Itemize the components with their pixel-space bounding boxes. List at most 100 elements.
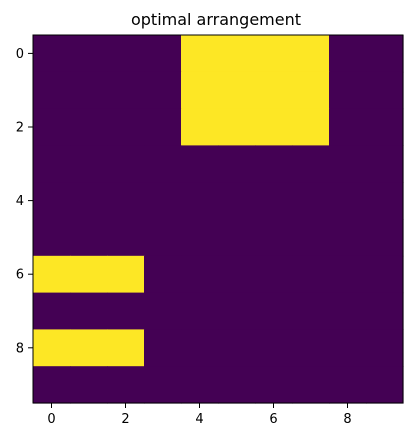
heatmap-cell — [292, 366, 330, 404]
heatmap-cell — [366, 182, 404, 220]
heatmap-cell — [255, 182, 293, 220]
heatmap-cell — [366, 108, 404, 146]
heatmap-cell — [218, 182, 256, 220]
heatmap-cell — [144, 145, 182, 183]
heatmap-cell — [329, 182, 367, 220]
axes: 0 2 4 6 8 0 2 4 6 8 — [16, 34, 404, 427]
heatmap-cell — [107, 145, 145, 183]
y-tick-label: 4 — [16, 194, 24, 209]
heatmap-cell — [70, 329, 108, 367]
heatmap-cell — [144, 35, 182, 73]
heatmap-cell — [107, 35, 145, 73]
heatmap-cell — [144, 255, 182, 294]
heatmap-cell — [255, 329, 293, 367]
heatmap-cell — [329, 35, 367, 73]
heatmap-cell — [255, 255, 293, 294]
heatmap-cell — [70, 255, 108, 294]
heatmap-cell — [70, 292, 108, 330]
heatmap-cell — [181, 292, 219, 330]
heatmap-cell — [255, 108, 293, 146]
heatmap-cell — [218, 255, 256, 294]
y-tick-label: 2 — [16, 121, 24, 136]
heatmap-cells — [33, 35, 404, 404]
heatmap-cell — [33, 219, 71, 257]
heatmap-cell — [218, 71, 256, 110]
heatmap-cell — [181, 145, 219, 183]
heatmap-cell — [181, 255, 219, 294]
heatmap-cell — [181, 182, 219, 220]
heatmap-cell — [218, 329, 256, 367]
heatmap-cell — [218, 292, 256, 330]
heatmap-cell — [329, 108, 367, 146]
heatmap-cell — [70, 219, 108, 257]
heatmap-cell — [366, 329, 404, 367]
heatmap-cell — [33, 35, 71, 73]
heatmap-cell — [107, 71, 145, 110]
y-tick-label: 8 — [16, 341, 24, 356]
heatmap-cell — [255, 366, 293, 404]
heatmap-cell — [33, 182, 71, 220]
heatmap-cell — [218, 219, 256, 257]
heatmap-cell — [107, 219, 145, 257]
heatmap-cell — [107, 108, 145, 146]
heatmap-cell — [366, 366, 404, 404]
heatmap-cell — [181, 71, 219, 110]
heatmap-cell — [292, 292, 330, 330]
heatmap-cell — [107, 182, 145, 220]
heatmap-cell — [144, 219, 182, 257]
heatmap-cell — [292, 145, 330, 183]
heatmap-cell — [292, 329, 330, 367]
heatmap-cell — [144, 182, 182, 220]
heatmap-cell — [292, 182, 330, 220]
heatmap-cell — [366, 71, 404, 110]
heatmap-cell — [107, 292, 145, 330]
y-tick-label: 6 — [16, 268, 24, 283]
heatmap-cell — [181, 35, 219, 73]
heatmap-cell — [292, 71, 330, 110]
heatmap-cell — [144, 108, 182, 146]
x-tick-label: 2 — [121, 412, 129, 427]
x-tick-label: 6 — [269, 412, 277, 427]
heatmap-cell — [144, 71, 182, 110]
x-tick-label: 0 — [47, 412, 55, 427]
heatmap-cell — [107, 366, 145, 404]
heatmap-cell — [33, 292, 71, 330]
heatmap-cell — [181, 329, 219, 367]
x-tick-label: 4 — [195, 412, 203, 427]
heatmap-cell — [292, 35, 330, 73]
heatmap-cell — [255, 145, 293, 183]
heatmap-cell — [33, 329, 71, 367]
y-tick-label: 0 — [16, 47, 24, 62]
heatmap-cell — [181, 366, 219, 404]
heatmap-cell — [329, 329, 367, 367]
heatmap-cell — [144, 329, 182, 367]
heatmap-cell — [181, 108, 219, 146]
heatmap-cell — [255, 35, 293, 73]
heatmap-cell — [329, 292, 367, 330]
heatmap-cell — [144, 292, 182, 330]
chart-title: optimal arrangement — [131, 10, 301, 29]
heatmap-cell — [218, 366, 256, 404]
heatmap-cell — [218, 145, 256, 183]
heatmap-cell — [70, 182, 108, 220]
heatmap-cell — [329, 145, 367, 183]
heatmap-cell — [218, 35, 256, 73]
heatmap-cell — [107, 255, 145, 294]
heatmap-cell — [329, 219, 367, 257]
heatmap-cell — [292, 219, 330, 257]
heatmap-cell — [255, 292, 293, 330]
heatmap-cell — [329, 255, 367, 294]
heatmap-cell — [107, 329, 145, 367]
heatmap-cell — [255, 219, 293, 257]
heatmap-cell — [33, 366, 71, 404]
heatmap-cell — [329, 71, 367, 110]
heatmap-cell — [329, 366, 367, 404]
heatmap-cell — [70, 108, 108, 146]
heatmap-cell — [33, 255, 71, 294]
heatmap-cell — [366, 219, 404, 257]
heatmap-cell — [70, 366, 108, 404]
heatmap-cell — [33, 108, 71, 146]
plot-frame — [32, 34, 404, 404]
x-tick-label: 8 — [343, 412, 351, 427]
